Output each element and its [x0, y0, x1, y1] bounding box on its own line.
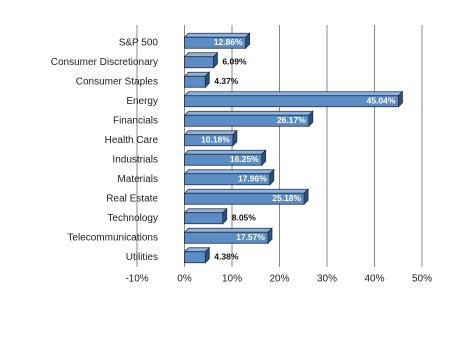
bar-top: [183, 52, 219, 58]
bar: [184, 153, 263, 166]
bar: [184, 251, 206, 264]
value-label: 8.05%: [232, 213, 257, 223]
category-label: Telecommunications: [67, 232, 158, 243]
category-label: Consumer Staples: [76, 76, 158, 87]
bar: [184, 231, 269, 244]
x-tick-label: 50%: [412, 274, 432, 285]
bar: [184, 56, 214, 69]
category-label: Utilities: [126, 252, 158, 263]
value-label: 12.86%: [214, 37, 243, 47]
category-label: Industrials: [112, 154, 158, 165]
value-label: 45.04%: [367, 96, 396, 106]
category-label: Energy: [126, 96, 158, 107]
value-label: 16.25%: [230, 154, 259, 164]
category-label: Real Estate: [106, 193, 158, 204]
category-label: Financials: [113, 115, 158, 126]
bar: [184, 36, 246, 49]
value-label: 17.57%: [236, 232, 265, 242]
x-tick-label: 40%: [364, 274, 384, 285]
x-tick-label: 20%: [269, 274, 289, 285]
category-label: S&P 500: [119, 37, 159, 48]
bar: [184, 75, 206, 88]
x-tick-label: 10%: [222, 274, 242, 285]
value-label: 25.18%: [272, 193, 301, 203]
bar: [184, 95, 399, 108]
value-label: 26.17%: [277, 115, 306, 125]
category-label: Health Care: [105, 135, 159, 146]
x-tick-label: 30%: [317, 274, 337, 285]
bar-top: [183, 208, 228, 214]
value-label: 10.18%: [201, 135, 230, 145]
value-label: 4.37%: [214, 76, 239, 86]
value-label: 6.09%: [222, 57, 247, 67]
bar: [184, 134, 234, 147]
x-tick-label: 0%: [177, 274, 192, 285]
bar: [184, 114, 310, 127]
category-label: Technology: [107, 213, 158, 224]
bar: [184, 173, 271, 186]
bar: [184, 192, 305, 205]
bar: [184, 212, 224, 225]
value-label: 17.96%: [238, 174, 267, 184]
value-label: 4.38%: [214, 252, 239, 262]
x-tick-label: -10%: [125, 274, 148, 285]
category-label: Consumer Discretionary: [51, 57, 158, 68]
category-label: Materials: [117, 174, 158, 185]
